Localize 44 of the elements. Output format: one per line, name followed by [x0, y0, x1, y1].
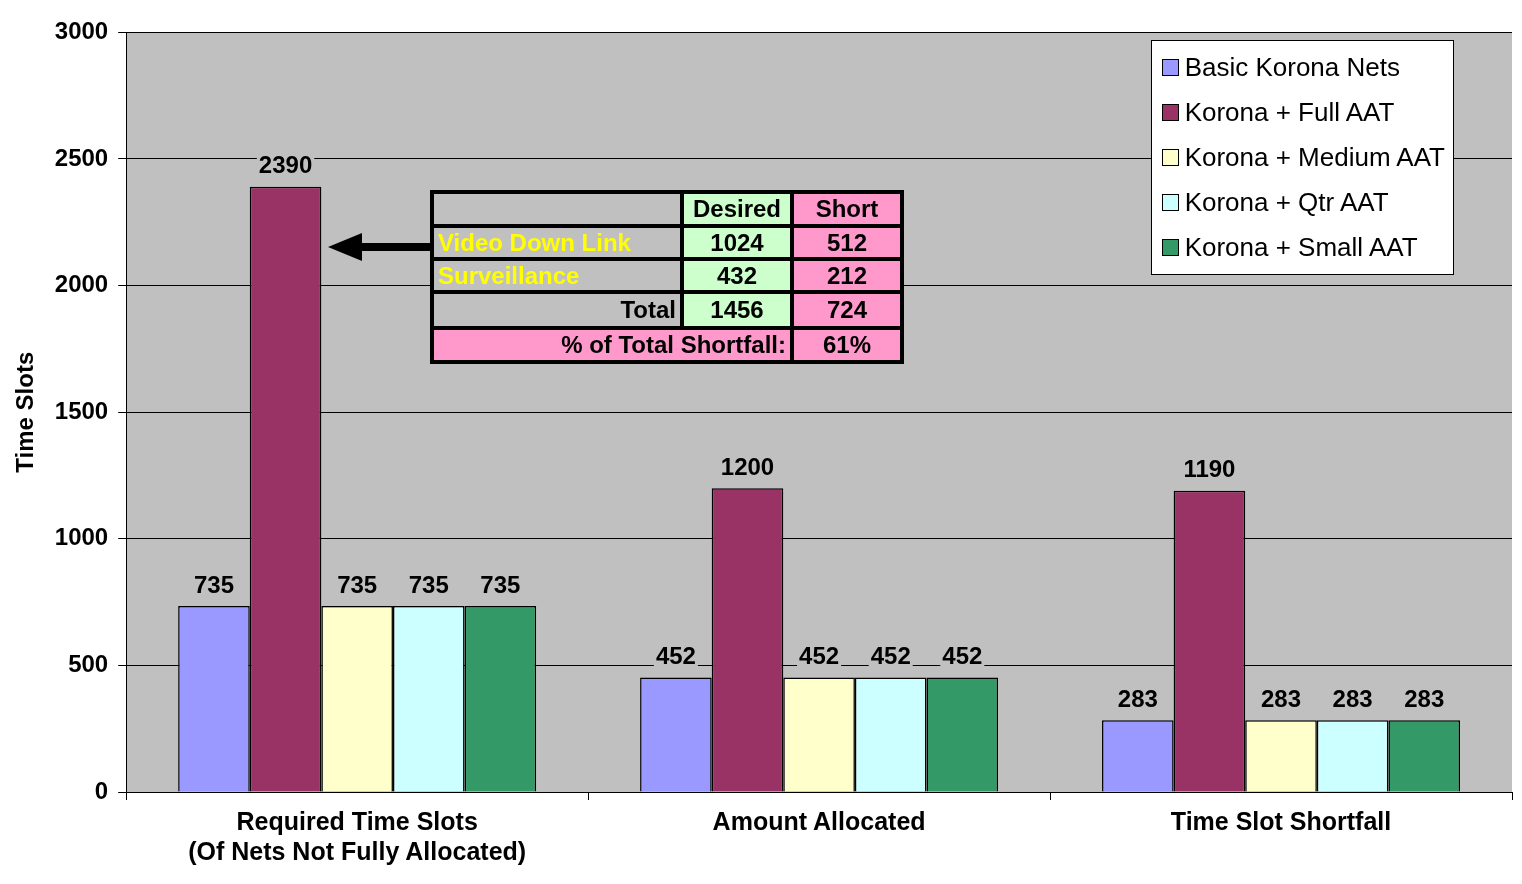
x-tick-label: Time Slot Shortfall	[1170, 806, 1392, 835]
y-tick-label: 3000	[54, 17, 109, 45]
y-tick-label: 500	[68, 650, 109, 678]
y-tick-label: 1500	[54, 396, 109, 424]
legend-label: Korona + Medium AAT	[1184, 142, 1445, 173]
annotation: Surveillance	[432, 259, 682, 292]
annotation: % of Total Shortfall:	[432, 328, 792, 362]
data-label: 283	[1117, 684, 1158, 712]
annotation: 61%	[792, 328, 902, 362]
y-tick-label: 2500	[54, 143, 109, 171]
annotation: Total	[432, 292, 682, 328]
annotation: 512	[792, 226, 902, 259]
data-label: 735	[193, 570, 234, 598]
data-label: 283	[1332, 684, 1373, 712]
annotation: 212	[792, 259, 902, 292]
data-label: 452	[870, 642, 911, 670]
annotation: 432	[682, 259, 792, 292]
x-tick-label: Required Time Slots (Of Nets Not Fully Allocated)	[188, 806, 527, 865]
x-tick-label: Amount Allocated	[712, 806, 926, 835]
data-label: 2390	[258, 151, 313, 179]
legend-label: Korona + Small AAT	[1184, 232, 1418, 263]
legend-label: Korona + Qtr AAT	[1184, 187, 1389, 218]
data-label: 1190	[1183, 455, 1236, 483]
legend-label: Basic Korona Nets	[1184, 52, 1400, 83]
legend-label: Korona + Full AAT	[1184, 97, 1395, 128]
y-tick-label: 0	[94, 776, 109, 804]
data-label: 1200	[720, 452, 775, 480]
annotation: 724	[792, 292, 902, 328]
y-tick-label: 1000	[54, 523, 109, 551]
annotation: Video Down Link	[432, 226, 682, 259]
data-label: 452	[942, 642, 983, 670]
annotation: 1024	[682, 226, 792, 259]
data-label: 735	[408, 570, 449, 598]
data-label: 452	[655, 642, 696, 670]
data-label: 735	[337, 570, 378, 598]
data-label: 283	[1404, 684, 1445, 712]
annotation: Short	[792, 192, 902, 226]
data-label: 283	[1261, 684, 1302, 712]
data-label: 735	[480, 570, 521, 598]
y-axis-title: Time Slots	[11, 351, 39, 473]
annotation: 1456	[682, 292, 792, 328]
y-tick-label: 2000	[54, 270, 109, 298]
data-label: 452	[799, 642, 840, 670]
annotation: Desired	[682, 192, 792, 226]
